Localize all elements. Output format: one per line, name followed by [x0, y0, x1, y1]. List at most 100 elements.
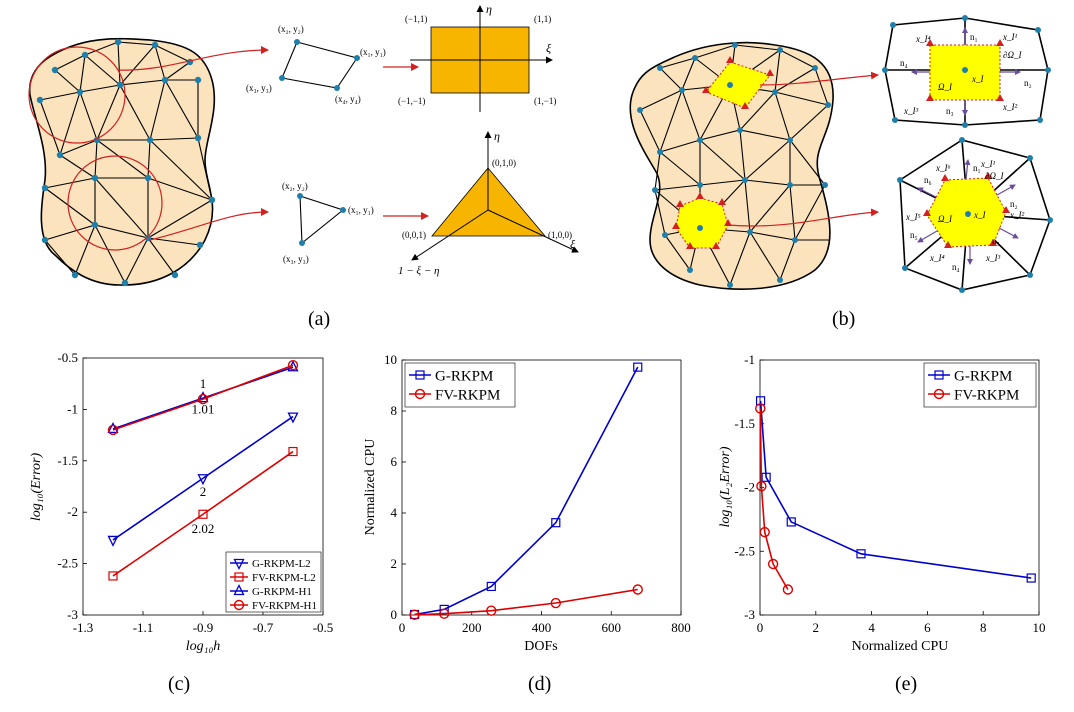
panel-label-c: (c) [168, 673, 190, 695]
legend-entry: FV-RKPM-L2 [252, 572, 316, 584]
data-point-FV-RKPM [755, 403, 766, 414]
hex-label-n6: n₆ [924, 175, 932, 185]
slope-annotation: 2 [200, 484, 207, 499]
quad-eta-label: η [486, 2, 492, 16]
data-point-FV-RKPM [550, 597, 561, 609]
data-point-FV-RKPM [486, 605, 497, 616]
tri-ref-corner-top: (0,1,0) [492, 158, 516, 168]
chart-e-legend: G-RKPM FV-RKPM [923, 362, 1037, 408]
y-tick-label: 4 [391, 505, 398, 520]
quad-ref-corner-tl: (−1,1) [405, 14, 427, 24]
legend-entry: FV-RKPM [954, 387, 1019, 403]
x-tick-label: -1.3 [73, 620, 94, 635]
series-line-G-RKPM [414, 366, 639, 616]
x-tick-label: 4 [868, 620, 875, 635]
quad-label-n4: n₄ [900, 58, 908, 68]
quad-ref-corner-bl: (−1,−1) [398, 96, 425, 106]
y-tick-label: 8 [391, 403, 398, 418]
data-point-G-RKPM [786, 517, 796, 527]
x-tick-label: 8 [980, 620, 987, 635]
legend-entry: G-RKPM [435, 368, 493, 384]
y-tick-label: -2 [67, 504, 78, 519]
series-line-FV-RKPM-L2 [112, 450, 294, 577]
quad-xi-label: ξ [546, 41, 552, 55]
y-tick-label: -2 [744, 480, 755, 495]
legend-entry: FV-RKPM-H1 [252, 600, 317, 612]
quad-label-n1: n₁ [970, 32, 978, 42]
x-tick-label: 6 [924, 620, 931, 635]
legend-marker [414, 388, 426, 400]
data-point-G-RKPM-H1 [197, 391, 209, 403]
chart-c-ylabel: log₁₀(Error) [29, 453, 44, 522]
legend-entry: G-RKPM-L2 [252, 558, 311, 570]
quad-cell-zoom: x_I⁴ n₁ x_I¹ ∂Ω_I n₄ x_I n₂ Ω_I x_I³ n₃ … [882, 15, 1051, 128]
series-line-FV-RKPM [414, 588, 638, 616]
data-point-FV-RKPM [632, 584, 643, 595]
quad-node-2: (x₂, y₂) [278, 24, 304, 34]
data-point-G-RKPM [486, 581, 496, 592]
y-tick-label: -3 [67, 607, 78, 622]
quad-label-omega: Ω_I [938, 82, 953, 92]
hex-label-boundary: ∂Ω_I [985, 171, 1004, 181]
data-point-FV-RKPM [409, 609, 420, 620]
chart-e-xlabel: Normalized CPU [852, 639, 949, 654]
tri-node-2: (x₂, y₂) [282, 181, 308, 191]
quad-label-x4: x_I⁴ [915, 34, 931, 44]
x-tick-label: 0 [399, 620, 406, 635]
series-line-G-RKPM-H1 [112, 366, 294, 430]
tri-eta-label: η [494, 129, 500, 143]
hex-label-x6: x_I⁶ [935, 163, 951, 173]
data-point-FV-RKPM [756, 481, 767, 492]
hex-label-omega: Ω_I [938, 214, 953, 224]
chart-c-legend: G-RKPM-L2 FV-RKPM-L2 G-RKPM-H1 FV-RKPM-H1 [225, 551, 322, 613]
quad-label-xi: x_I [971, 74, 984, 84]
data-point-FV-RKPM [767, 558, 779, 570]
hex-label-n5: n₅ [910, 230, 918, 240]
chart-d: 0 200 400 600 800 10 8 6 4 2 0 DOFs Normalized CPU… [363, 352, 691, 654]
quad-ref-corner-tr: (1,1) [534, 14, 551, 24]
x-tick-label: 2 [813, 620, 820, 635]
panel-label-b: (b) [832, 308, 855, 330]
legend-marker [934, 370, 944, 380]
legend-marker [234, 572, 244, 582]
panel-a-mesh [28, 37, 269, 287]
data-point-G-RKPM [551, 518, 561, 528]
hex-label-x3: x_I³ [985, 253, 1000, 263]
x-tick-label: 200 [462, 620, 482, 635]
series-line-FV-RKPM [759, 408, 789, 590]
data-point-G-RKPM [755, 396, 766, 406]
legend-marker [233, 584, 245, 596]
hex-label-n4: n₄ [952, 262, 960, 272]
chart-d-ylabel: Normalized CPU [363, 439, 378, 536]
hex-label-x4: x_I⁴ [929, 253, 945, 263]
slope-annotation: 1.01 [192, 402, 215, 417]
series-line-G-RKPM [759, 400, 1032, 579]
panel-label-e: (e) [895, 673, 917, 695]
hex-label-n3: n₃ [992, 236, 1000, 246]
tri-node-1: (x₁, y₁) [348, 205, 374, 215]
data-point-G-RKPM [1026, 573, 1036, 583]
quad-label-n2: n₂ [1024, 78, 1032, 88]
data-point-FV-RKPM [438, 608, 450, 619]
x-tick-label: -0.9 [193, 620, 214, 635]
chart-d-xlabel: DOFs [524, 639, 557, 654]
legend-marker [415, 370, 425, 380]
y-tick-label: -3 [744, 607, 755, 622]
quad-label-x1: x_I¹ [1002, 32, 1017, 42]
y-tick-label: 2 [391, 556, 398, 571]
tri-third-axis-label: 1 − ξ − η [398, 265, 440, 277]
quad-ref-corner-br: (1,−1) [534, 96, 556, 106]
data-point-G-RKPM [856, 549, 866, 559]
tri-ref-corner-left: (0,0,1) [402, 230, 426, 240]
hex-label-n2: n₂ [1010, 199, 1018, 209]
x-tick-label: 10 [1033, 620, 1046, 635]
hex-label-x2: x_I² [1009, 210, 1024, 220]
data-point-FV-RKPM-H1 [107, 424, 119, 436]
slope-annotation: 2.02 [192, 521, 215, 536]
hex-label-x5: x_I⁵ [905, 212, 921, 222]
y-tick-label: 10 [384, 352, 397, 367]
data-point-G-RKPM-H1 [107, 421, 119, 434]
data-point-G-RKPM-L2 [107, 535, 119, 547]
chart-e-ylabel: log₁₀(L₂Error) [718, 446, 733, 527]
quad-label-n3: n₃ [946, 106, 954, 116]
